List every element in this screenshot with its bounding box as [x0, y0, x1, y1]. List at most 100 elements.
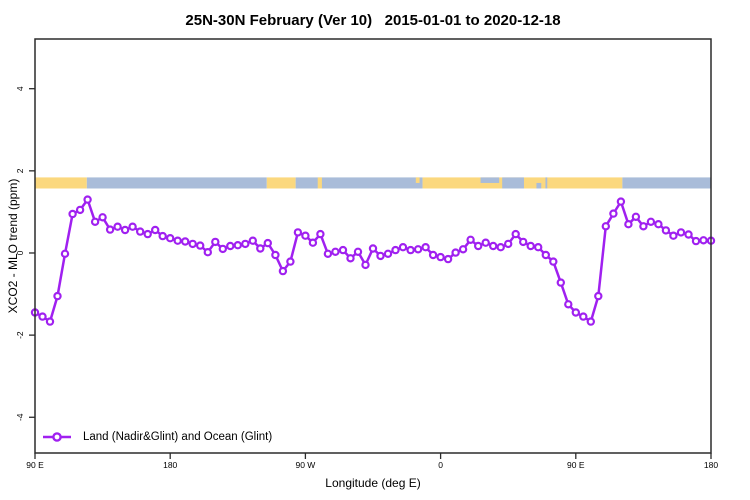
data-point	[579, 312, 588, 321]
data-point	[188, 239, 197, 249]
data-point	[691, 236, 701, 246]
data-point	[443, 254, 453, 264]
y-tick-label: -4	[15, 413, 25, 421]
data-point	[278, 266, 288, 276]
data-point	[301, 231, 310, 240]
data-point	[376, 251, 385, 261]
band-segment-land	[35, 177, 87, 189]
y-tick-label: 4	[15, 86, 25, 91]
band-segment-ocean	[86, 177, 267, 189]
data-point	[346, 254, 355, 263]
band-segment-land	[266, 177, 296, 189]
band-patch-land	[317, 177, 322, 189]
data-point	[669, 231, 678, 240]
data-point	[489, 241, 498, 251]
data-point	[338, 245, 348, 255]
x-tick-label: 180	[163, 460, 177, 470]
data-point	[60, 249, 70, 258]
data-point	[180, 237, 190, 246]
data-point	[481, 238, 490, 247]
data-point	[211, 237, 220, 247]
data-point	[143, 229, 152, 239]
data-point	[646, 217, 656, 226]
data-point	[654, 219, 663, 229]
data-point	[504, 239, 513, 249]
data-point	[451, 248, 460, 257]
data-point	[519, 237, 528, 247]
data-point	[128, 222, 137, 231]
data-point	[90, 217, 100, 226]
data-point	[293, 228, 303, 237]
data-point	[353, 247, 363, 256]
y-tick-label: 0	[15, 250, 25, 255]
data-point	[571, 308, 581, 317]
data-point	[105, 225, 115, 234]
data-point	[631, 212, 641, 221]
data-point	[661, 226, 671, 235]
band-patch-ocean	[480, 177, 500, 183]
data-point	[586, 317, 596, 326]
data-point	[594, 291, 603, 301]
data-point	[534, 242, 543, 252]
data-point	[413, 245, 423, 254]
data-point	[556, 278, 566, 287]
data-point	[38, 312, 47, 321]
x-tick-label: 90 W	[295, 460, 315, 470]
x-tick-label: 180	[704, 460, 718, 470]
data-point	[68, 209, 77, 219]
data-point	[428, 250, 438, 260]
data-point	[286, 257, 295, 266]
data-point	[398, 242, 408, 252]
data-point	[173, 236, 182, 245]
data-point	[496, 242, 505, 252]
x-tick-label: 90 E	[567, 460, 585, 470]
band-segment-ocean	[622, 177, 711, 189]
data-point	[458, 245, 468, 254]
data-point	[75, 205, 85, 215]
data-point	[699, 236, 708, 245]
data-point	[158, 231, 167, 241]
data-point	[271, 250, 280, 260]
data-point	[195, 241, 205, 250]
data-point	[368, 244, 378, 253]
legend: Land (Nadir&Glint) and Ocean (Glint)	[42, 429, 272, 445]
x-tick-label: 90 E	[26, 460, 44, 470]
data-point	[316, 229, 325, 239]
band-patch-land	[415, 177, 420, 183]
data-point	[233, 240, 242, 250]
data-point	[676, 228, 686, 237]
data-point	[361, 260, 370, 270]
data-point	[406, 245, 415, 255]
data-point	[421, 242, 430, 252]
data-point	[241, 239, 250, 249]
data-point	[383, 249, 393, 258]
data-point	[684, 230, 693, 239]
data-point	[113, 222, 122, 231]
data-point	[150, 225, 160, 235]
data-point	[639, 222, 648, 231]
data-point	[601, 222, 611, 231]
x-tick-label: 0	[438, 460, 443, 470]
data-point	[616, 197, 626, 206]
data-point	[323, 249, 333, 258]
band-patch-ocean	[536, 182, 542, 189]
band-patch-ocean	[545, 177, 548, 189]
data-point	[98, 213, 107, 222]
band-segment-ocean	[295, 177, 423, 189]
data-point	[226, 241, 235, 251]
data-point	[308, 238, 318, 247]
data-point	[263, 238, 272, 248]
series-line	[34, 198, 712, 323]
y-tick-label: -2	[15, 331, 25, 339]
data-point	[549, 257, 558, 266]
data-point	[120, 225, 130, 235]
legend-line-marker-icon	[43, 432, 71, 442]
data-point	[45, 317, 55, 326]
data-point	[564, 300, 573, 309]
band-patch-ocean	[502, 177, 524, 189]
data-point	[391, 245, 400, 255]
data-point	[466, 235, 475, 244]
data-point	[165, 233, 175, 243]
